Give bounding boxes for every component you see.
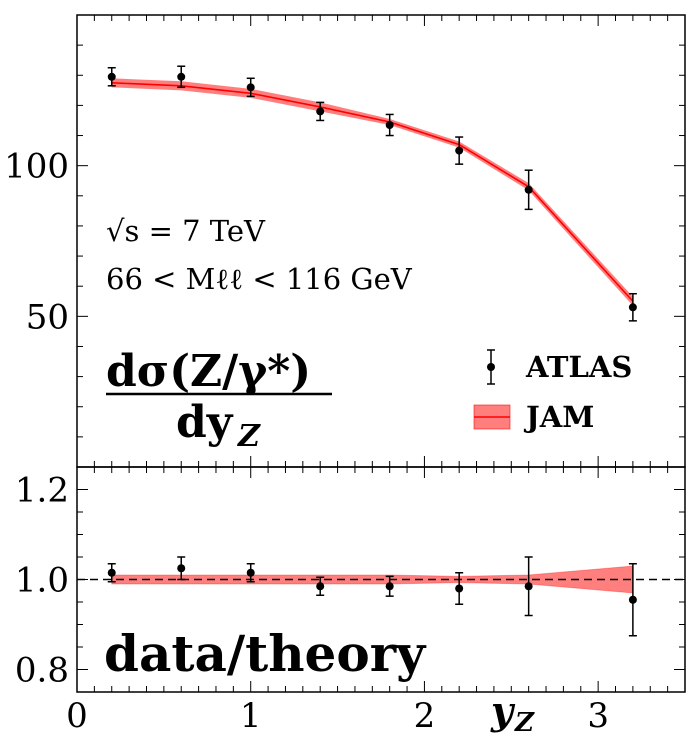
atlas-ratio-marker [628, 595, 637, 604]
atlas-top-marker [316, 107, 325, 116]
cross-section-denominator-sub: Z [237, 419, 261, 454]
jam-line-top [111, 82, 634, 302]
top-ticks-layer: 50 100 [4, 15, 686, 467]
atlas-ratio-point [107, 563, 116, 583]
bottom-band-layer [111, 565, 634, 594]
y-tick-label-bottom: 0.8 [15, 651, 69, 691]
atlas-top-point [524, 169, 533, 211]
atlas-top-marker [455, 146, 464, 155]
atlas-ratio-marker [246, 568, 255, 577]
atlas-ratio-marker [455, 584, 464, 593]
atlas-ratio-marker [385, 582, 394, 591]
atlas-top-point [177, 65, 186, 89]
energy-annotation: √s = 7 TeV [106, 214, 266, 248]
atlas-top-point [246, 77, 255, 98]
legend-atlas-marker [487, 349, 495, 385]
x-tick-label: 3 [587, 696, 609, 736]
cross-section-numerator: dσ(Z/γ*) [106, 346, 311, 397]
atlas-top-point [628, 292, 637, 322]
top-band-layer [111, 78, 634, 306]
legend: ATLAS JAM [473, 349, 632, 434]
bottom-ticks-layer: 0 1 2 3 0.8 1.0 1.2 [15, 467, 686, 736]
atlas-top-point [455, 136, 464, 165]
atlas-ratio-marker [107, 568, 116, 577]
atlas-ratio-marker [177, 564, 186, 573]
atlas-ratio-point [524, 556, 533, 617]
atlas-top-point [385, 113, 394, 137]
mass-range-annotation: 66 < Mℓℓ < 116 GeV [106, 262, 413, 296]
bottom-panel: 0 1 2 3 0.8 1.0 1.2 data/theory y Z [15, 466, 686, 738]
x-tick-label: 0 [66, 696, 88, 736]
y-tick-label-top: 100 [4, 147, 69, 187]
y-tick-label-bottom: 1.0 [15, 561, 69, 601]
x-axis-label-main: y [490, 688, 516, 733]
atlas-top-marker [107, 72, 116, 81]
atlas-ratio-point [455, 572, 464, 605]
legend-atlas-label: ATLAS [525, 350, 632, 384]
atlas-top-marker [177, 72, 186, 81]
atlas-ratio-point [177, 556, 186, 581]
x-axis-label: y Z [490, 688, 535, 738]
atlas-ratio-point [628, 563, 637, 637]
atlas-ratio-point [246, 563, 255, 583]
x-tick-label: 2 [414, 696, 436, 736]
atlas-ratio-point [316, 576, 325, 596]
jam-band-ratio [111, 565, 634, 594]
y-tick-label-top: 50 [26, 297, 69, 337]
atlas-ratio-point [385, 575, 394, 597]
y-tick-label-bottom: 1.2 [15, 471, 69, 511]
atlas-ratio-marker [524, 582, 533, 591]
atlas-top-marker [385, 120, 394, 129]
top-points-layer [107, 65, 637, 322]
x-tick-label: 1 [240, 696, 262, 736]
legend-jam-label: JAM [523, 400, 594, 434]
data-theory-label: data/theory [104, 624, 427, 683]
x-axis-label-sub: Z [514, 708, 535, 738]
cross-section-denominator: dy [176, 397, 234, 448]
cross-section-label: dσ(Z/γ*) dy Z [106, 346, 332, 454]
atlas-ratio-marker [316, 582, 325, 591]
bottom-panel-frame [76, 466, 686, 693]
legend-jam-marker [473, 404, 511, 430]
bottom-points-layer [107, 556, 637, 637]
atlas-top-marker [246, 83, 255, 92]
atlas-top-marker [628, 303, 637, 312]
atlas-top-point [316, 101, 325, 122]
atlas-top-point [107, 66, 116, 87]
atlas-top-marker [524, 185, 533, 194]
top-panel: 50 100 √s = 7 TeV 66 < Mℓℓ < 116 GeV dσ(Z… [4, 14, 686, 468]
